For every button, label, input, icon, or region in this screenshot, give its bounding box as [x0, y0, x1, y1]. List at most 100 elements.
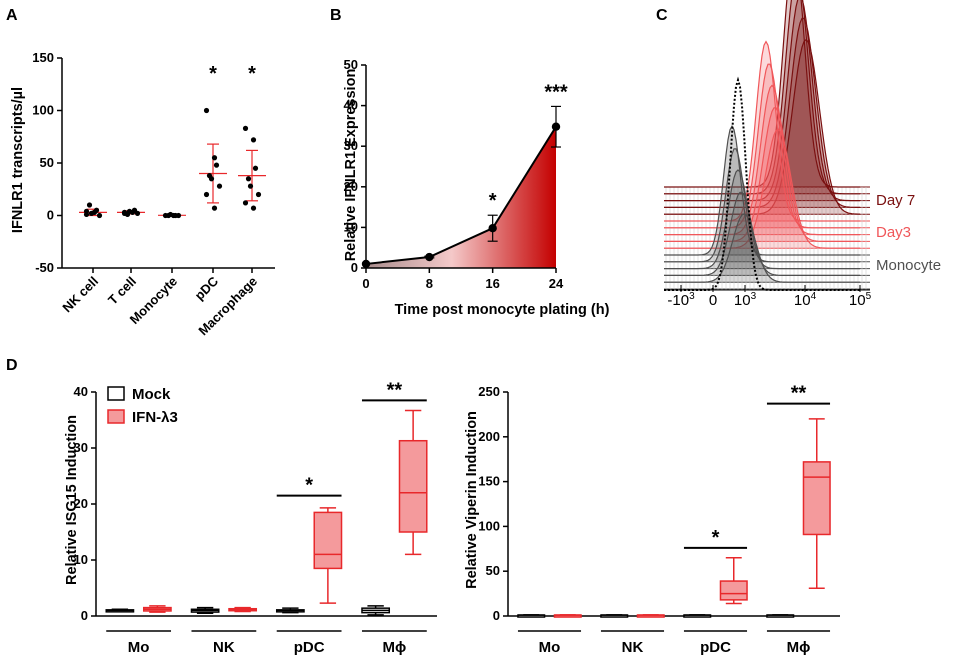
- panel-d-box: [313, 511, 343, 570]
- panel-b-area: Relative IFNLR1 Expression Time post mon…: [343, 57, 610, 318]
- panel-d-legend-mock-swatch: [107, 386, 125, 401]
- panel-d-significance: *: [305, 475, 313, 497]
- panel-d2-ylabel: Relative Viperin Induction: [464, 411, 480, 589]
- panel-d-group-label: pDC: [700, 639, 731, 656]
- panel-d-group-label: NK: [622, 639, 644, 656]
- panel-a-point: [134, 210, 141, 216]
- panel-letter-c: C: [656, 7, 668, 24]
- panel-c-xtick-label: 0: [709, 292, 717, 309]
- panel-c-series-label: Monocyte: [876, 257, 941, 274]
- panel-c-histogram-curve: [664, 148, 860, 263]
- panel-d-legend-mock: Mock: [132, 386, 171, 403]
- panel-d-viperin-boxplot: Relative Viperin Induction 0 50 100 150 200 2…: [464, 383, 840, 656]
- panel-a-point: [255, 191, 262, 198]
- panel-a-point: [203, 191, 210, 198]
- panel-a-point: [213, 162, 220, 168]
- panel-a-point: [242, 200, 249, 206]
- panel-c-histogram-curve: [664, 38, 860, 215]
- panel-d-group-label: Mo: [128, 639, 150, 656]
- panel-d-ytick-label: 40: [74, 384, 88, 399]
- panel-a-significance: *: [248, 63, 256, 85]
- panel-d-ytick-label: 10: [74, 552, 88, 567]
- panel-a-point: [121, 209, 128, 215]
- panel-c-xtick-base: 10: [734, 292, 751, 309]
- panel-d-box: [719, 580, 748, 601]
- panel-a-ytick-label: 50: [40, 155, 54, 170]
- panel-b-ytick-label: 40: [344, 98, 358, 113]
- panel-c-histogram-curve: [664, 63, 860, 229]
- panel-a-point: [245, 176, 252, 182]
- panel-a-significance: *: [209, 63, 217, 85]
- panel-a-xtick-label: pDC: [192, 273, 222, 303]
- panel-d-box: [398, 439, 428, 533]
- panel-a-scatter: IFNLR1 transcripts/µl -50 0 50 100 150 NK cel…: [10, 50, 275, 338]
- panel-c-series-label: Day3: [876, 224, 911, 241]
- panel-a-ytick-label: -50: [35, 260, 54, 275]
- panel-b-point: [551, 122, 561, 131]
- panel-a-point: [175, 212, 182, 219]
- panel-b-ytick-label: 0: [351, 260, 358, 275]
- panel-a-xtick-label: NK cell: [59, 274, 101, 316]
- panel-a-point: [203, 107, 210, 114]
- panel-b-area-fill: [366, 126, 556, 268]
- panel-c-histogram-curve: [664, 128, 860, 249]
- panel-d-legend-ifn-swatch: [107, 409, 125, 424]
- panel-a-point: [252, 165, 259, 171]
- panel-a-ylabel: IFNLR1 transcripts/µl: [10, 87, 26, 233]
- panel-c-xtick-label: 105: [849, 291, 872, 309]
- panel-b-xtick-label: 16: [485, 276, 499, 291]
- panel-d-ytick-label: 150: [478, 474, 500, 489]
- panel-a-point: [208, 176, 215, 182]
- panel-d-ytick-label: 0: [81, 608, 88, 623]
- panel-d-group-label: pDC: [294, 639, 325, 656]
- panel-c-histogram-curve: [664, 17, 860, 208]
- panel-c-histogram-curve: [664, 124, 860, 256]
- panel-b-significance: ***: [544, 81, 568, 103]
- panel-a-point: [86, 202, 93, 208]
- panel-a-xtick-label: T cell: [105, 274, 139, 308]
- panel-d-legend-ifn: IFN-λ3: [132, 409, 178, 426]
- panel-d-ytick-label: 200: [478, 429, 500, 444]
- panel-a-ytick-label: 100: [32, 103, 54, 118]
- panel-c-histogram-curve: [664, 0, 860, 202]
- panel-c-series-label: Day 7: [876, 192, 915, 209]
- panel-b-ytick-label: 50: [344, 57, 358, 72]
- panel-d-significance: **: [387, 379, 403, 401]
- panel-a-point: [126, 208, 133, 214]
- panel-b-xlabel: Time post monocyte plating (h): [395, 302, 610, 318]
- panel-d-group-label: Mϕ: [787, 639, 811, 656]
- panel-d-group-label: Mϕ: [383, 639, 407, 656]
- panel-c-xtick-label: 103: [734, 291, 757, 309]
- panel-b-xtick-label: 24: [549, 276, 564, 291]
- panel-c-xtick-base: 10: [794, 292, 811, 309]
- panel-a-point: [216, 183, 223, 189]
- panel-d-ytick-label: 0: [493, 608, 500, 623]
- panel-a-point: [211, 205, 218, 211]
- panel-a-point: [250, 205, 257, 211]
- panel-b-ytick-label: 20: [344, 179, 358, 194]
- panel-a-point: [211, 155, 218, 161]
- panel-c-xtick-exp: 3: [751, 291, 757, 302]
- panel-d-ytick-label: 30: [74, 440, 88, 455]
- panel-d-ytick-label: 100: [478, 518, 500, 533]
- panel-c-histogram-curve: [664, 84, 860, 236]
- panel-c-xtick-label: -103: [667, 291, 695, 309]
- panel-b-point: [361, 259, 371, 269]
- panel-d-isg15-boxplot: Relative ISG15 Induction 0 10 20 30 40 Mo NK pD…: [64, 379, 437, 656]
- panel-d-group-label: Mo: [539, 639, 561, 656]
- panel-a-point: [93, 207, 100, 213]
- panel-letter-d: D: [6, 357, 18, 374]
- panel-c-histogram-curve: [664, 107, 860, 242]
- panel-c-xtick-exp: 3: [689, 291, 695, 302]
- panel-a-ytick-label: 150: [32, 50, 54, 65]
- panel-b-ytick-label: 30: [344, 138, 358, 153]
- panel-a-point: [83, 208, 90, 214]
- panel-b-ytick-label: 10: [344, 219, 358, 234]
- panel-letter-b: B: [330, 7, 342, 24]
- panel-a-point: [247, 183, 254, 189]
- panel-d1-ylabel: Relative ISG15 Induction: [64, 415, 80, 585]
- panel-d-ytick-label: 250: [478, 384, 500, 399]
- panel-c-xtick-base: 10: [849, 292, 866, 309]
- panel-c-xtick-base: -10: [667, 292, 689, 309]
